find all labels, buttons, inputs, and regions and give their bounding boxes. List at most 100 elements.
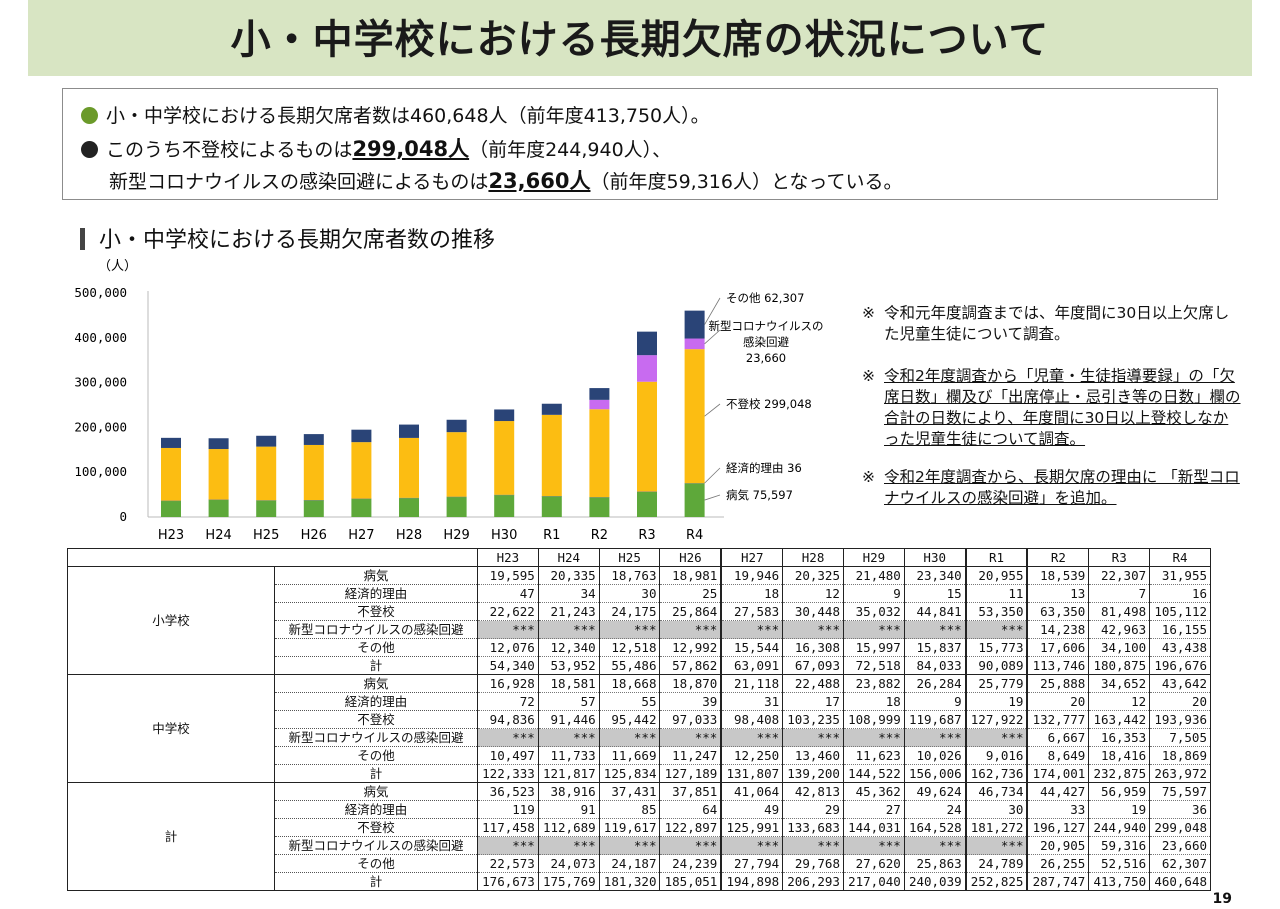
table-cell: 27,794 <box>720 854 784 873</box>
summary-text-2b: （前年度244,940人）、 <box>469 139 672 161</box>
table-cell: 21,118 <box>720 674 784 693</box>
bar-segment <box>208 499 229 517</box>
table-cell: 15,773 <box>964 638 1028 657</box>
table-cell: 72,518 <box>842 656 905 675</box>
row-label: その他 <box>274 854 478 873</box>
table-cell: 20,955 <box>964 566 1028 585</box>
table-cell: 44,841 <box>903 602 967 621</box>
bar-segment <box>684 483 705 517</box>
summary-text-3a: 新型コロナウイルスの感染回避によるものは <box>109 171 489 193</box>
column-header: R3 <box>1088 548 1151 567</box>
table-row: 計病気 36,523 38,916 37,431 37,851 41,064 42,813 4… <box>67 782 1211 891</box>
table-cell: 7 <box>1088 584 1151 603</box>
table-cell: 132,777 <box>1026 710 1090 729</box>
summary-text-3b: （前年度59,316人）となっている。 <box>590 171 903 193</box>
table-cell: 127,189 <box>659 764 722 783</box>
table-cell: 47 <box>477 584 539 603</box>
row-label: 計 <box>274 764 478 783</box>
table-cell: 139,200 <box>782 764 844 783</box>
row-label: 病気 <box>274 674 478 693</box>
bar-segment <box>637 491 657 517</box>
table-cell: 98,408 <box>720 710 784 729</box>
table-cell: 174,001 <box>1026 764 1090 783</box>
annotation-label: その他 62,307 <box>726 291 804 305</box>
table-row: 計 122,333 121,817 125,834 127,189 131,807 139,… <box>68 764 1211 783</box>
table-row: その他 10,497 11,733 11,669 11,247 12,250 13,460 1… <box>68 746 1211 765</box>
table-cell: 12,250 <box>720 746 784 765</box>
table-cell: 11 <box>964 584 1028 603</box>
table-cell: 20 <box>1026 692 1090 711</box>
table-cell: 54,340 <box>477 656 539 675</box>
table-cell: 31,955 <box>1149 566 1211 585</box>
bar-segment <box>541 496 562 497</box>
table-cell: 57,862 <box>659 656 722 675</box>
table-cell: 42,963 <box>1088 620 1151 639</box>
futoko-count: 299,048人 <box>352 137 470 161</box>
table-cell: 35,032 <box>842 602 905 621</box>
table-cell: 163,442 <box>1088 710 1151 729</box>
table-cell: 63,091 <box>720 656 784 675</box>
table-cell: 125,834 <box>598 764 661 783</box>
table-cell: 112,689 <box>537 818 600 837</box>
table-cell: 26,284 <box>903 674 967 693</box>
table-cell: 18,869 <box>1149 746 1211 765</box>
column-header: R4 <box>1149 548 1211 567</box>
column-header: H25 <box>598 548 661 567</box>
bar-segment <box>684 310 705 339</box>
table-cell: 63,350 <box>1026 602 1090 621</box>
table-cell: 26,255 <box>1026 854 1090 873</box>
page-title: 小・中学校における長期欠席の状況について <box>230 17 1050 63</box>
table-cell: 31 <box>720 692 784 711</box>
bar-segment <box>589 409 610 498</box>
row-group-label: 計 <box>67 782 275 891</box>
table-cell: 175,769 <box>537 872 600 891</box>
table-cell: 13,460 <box>782 746 844 765</box>
table-cell: 119,687 <box>903 710 967 729</box>
table-row: その他 22,573 24,073 24,187 24,239 27,794 29,768 2… <box>68 854 1211 873</box>
bar-segment <box>351 498 372 500</box>
table-cell: 11,623 <box>842 746 905 765</box>
table-cell: 34 <box>537 584 600 603</box>
note-text: 令和2年度調査から「児童・生徒指導要録」の「欠席日数」欄及び「出席停止・忌引き等… <box>884 367 1241 448</box>
table-cell: 27,620 <box>842 854 905 873</box>
table-cell: 30 <box>964 800 1028 819</box>
table-cell: 16,308 <box>782 638 844 657</box>
bar-segment <box>446 432 467 497</box>
table-cell: 108,999 <box>842 710 905 729</box>
table-cell: *** <box>903 836 967 855</box>
bar-segment <box>256 435 277 447</box>
table-cell: 24,073 <box>537 854 600 873</box>
x-tick-label: H26 <box>301 528 327 543</box>
x-tick-label: H25 <box>253 528 279 543</box>
note-mark: ※ <box>862 304 875 322</box>
table-cell: 12 <box>1088 692 1151 711</box>
table-cell: *** <box>842 836 905 855</box>
table-cell: 232,875 <box>1088 764 1151 783</box>
table-cell: 91,446 <box>537 710 600 729</box>
table-row: 不登校 22,622 21,243 24,175 25,864 27,583 30,448 3… <box>68 602 1211 621</box>
table-cell: 18,763 <box>598 566 661 585</box>
table-cell: 17,606 <box>1026 638 1090 657</box>
bar-segment <box>208 449 229 500</box>
table-cell: 18,416 <box>1088 746 1151 765</box>
table-cell: 81,498 <box>1088 602 1151 621</box>
table-cell: 18,981 <box>659 566 722 585</box>
row-label: 新型コロナウイルスの感染回避 <box>274 728 478 747</box>
table-cell: 299,048 <box>1149 818 1211 837</box>
data-table: H23 H24 H25 H26 H27 H28 H29 H30 R1 R2 R3 R4 小学校 病気 19,… <box>67 548 1211 891</box>
table-cell: 97,033 <box>659 710 722 729</box>
table-cell: 181,320 <box>598 872 661 891</box>
x-tick-label: H27 <box>348 528 374 543</box>
table-cell: 25,779 <box>964 674 1028 693</box>
table-cell: 10,497 <box>477 746 539 765</box>
table-cell: 46,734 <box>964 782 1028 801</box>
bar-segment <box>589 497 610 498</box>
table-cell: 244,940 <box>1088 818 1151 837</box>
table-cell: 49 <box>720 800 784 819</box>
table-cell: 413,750 <box>1088 872 1151 891</box>
bar-segment <box>446 496 467 517</box>
bar-segment <box>684 338 705 350</box>
bar-segment <box>303 444 324 501</box>
bar-segment <box>161 500 181 517</box>
table-cell: 252,825 <box>964 872 1028 891</box>
